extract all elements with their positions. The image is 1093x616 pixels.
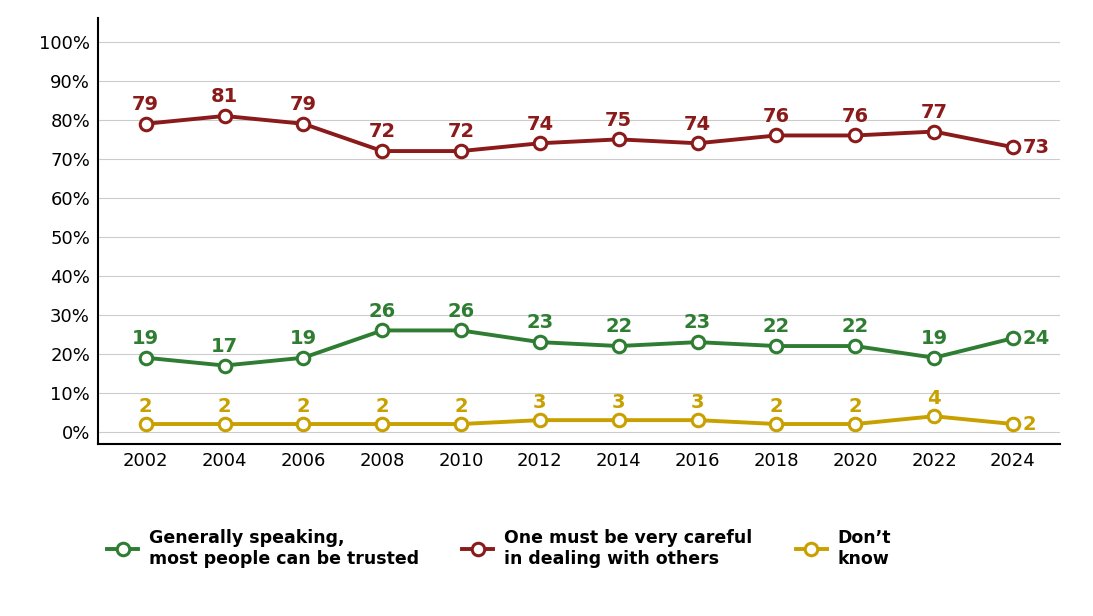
Text: 81: 81 xyxy=(211,87,238,106)
Text: 22: 22 xyxy=(842,317,869,336)
Text: 2: 2 xyxy=(1023,415,1036,434)
Text: 19: 19 xyxy=(132,329,160,348)
Text: 23: 23 xyxy=(527,314,553,333)
Text: 3: 3 xyxy=(691,393,704,411)
Text: 19: 19 xyxy=(290,329,317,348)
Text: 72: 72 xyxy=(368,123,396,141)
Text: 4: 4 xyxy=(927,389,941,408)
Text: 26: 26 xyxy=(368,302,396,321)
Text: 2: 2 xyxy=(218,397,232,416)
Text: 79: 79 xyxy=(132,95,160,114)
Text: 2: 2 xyxy=(455,397,468,416)
Text: 23: 23 xyxy=(684,314,712,333)
Text: 2: 2 xyxy=(375,397,389,416)
Text: 19: 19 xyxy=(920,329,948,348)
Text: 17: 17 xyxy=(211,337,238,356)
Text: 2: 2 xyxy=(848,397,862,416)
Text: 76: 76 xyxy=(763,107,790,126)
Text: 22: 22 xyxy=(763,317,790,336)
Text: 3: 3 xyxy=(612,393,625,411)
Text: 2: 2 xyxy=(296,397,310,416)
Text: 22: 22 xyxy=(606,317,633,336)
Text: 77: 77 xyxy=(920,103,948,122)
Text: 2: 2 xyxy=(769,397,784,416)
Text: 73: 73 xyxy=(1023,137,1049,156)
Text: 76: 76 xyxy=(842,107,869,126)
Text: 26: 26 xyxy=(447,302,474,321)
Text: 74: 74 xyxy=(527,115,553,134)
Text: 72: 72 xyxy=(447,123,474,141)
Text: 24: 24 xyxy=(1023,329,1050,348)
Text: 79: 79 xyxy=(290,95,317,114)
Legend: Generally speaking,
most people can be trusted, One must be very careful
in deal: Generally speaking, most people can be t… xyxy=(107,529,891,567)
Text: 74: 74 xyxy=(684,115,712,134)
Text: 2: 2 xyxy=(139,397,153,416)
Text: 75: 75 xyxy=(606,111,632,129)
Text: 3: 3 xyxy=(533,393,546,411)
